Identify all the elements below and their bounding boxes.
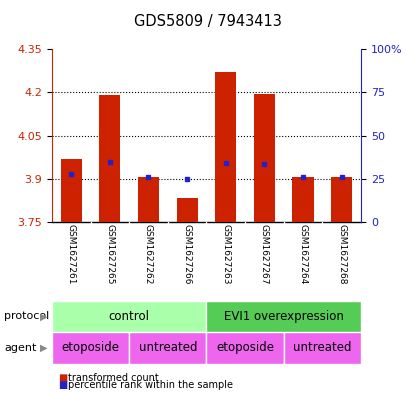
Text: GSM1627268: GSM1627268	[337, 224, 346, 285]
Bar	[207, 332, 284, 364]
Text: GSM1627266: GSM1627266	[183, 224, 192, 285]
Bar	[99, 95, 120, 222]
Text: GSM1627261: GSM1627261	[67, 224, 76, 285]
Text: transformed count: transformed count	[68, 373, 159, 383]
Text: control: control	[109, 310, 150, 323]
Text: untreated: untreated	[139, 341, 197, 354]
Text: GSM1627264: GSM1627264	[298, 224, 308, 285]
Text: etoposide: etoposide	[216, 341, 274, 354]
Bar	[254, 94, 275, 222]
Bar	[293, 177, 314, 222]
Bar	[284, 332, 361, 364]
Text: EVI1 overexpression: EVI1 overexpression	[224, 310, 344, 323]
Bar	[215, 72, 237, 222]
Text: ▶: ▶	[40, 311, 47, 321]
Bar	[61, 159, 82, 222]
Text: GSM1627265: GSM1627265	[105, 224, 115, 285]
Bar	[207, 301, 361, 332]
Bar	[52, 332, 129, 364]
Bar	[129, 332, 207, 364]
Text: GSM1627263: GSM1627263	[221, 224, 230, 285]
Bar	[138, 177, 159, 222]
Text: protocol: protocol	[4, 311, 49, 321]
Text: GSM1627262: GSM1627262	[144, 224, 153, 285]
Bar	[176, 198, 198, 222]
Text: ▶: ▶	[40, 343, 47, 353]
Bar	[52, 301, 207, 332]
Bar	[331, 177, 352, 222]
Text: agent: agent	[4, 343, 37, 353]
Text: GSM1627267: GSM1627267	[260, 224, 269, 285]
Text: percentile rank within the sample: percentile rank within the sample	[68, 380, 234, 390]
Text: GDS5809 / 7943413: GDS5809 / 7943413	[134, 14, 281, 29]
Text: untreated: untreated	[293, 341, 352, 354]
Text: ■: ■	[58, 380, 67, 390]
Text: ■: ■	[58, 373, 67, 383]
Text: etoposide: etoposide	[61, 341, 120, 354]
